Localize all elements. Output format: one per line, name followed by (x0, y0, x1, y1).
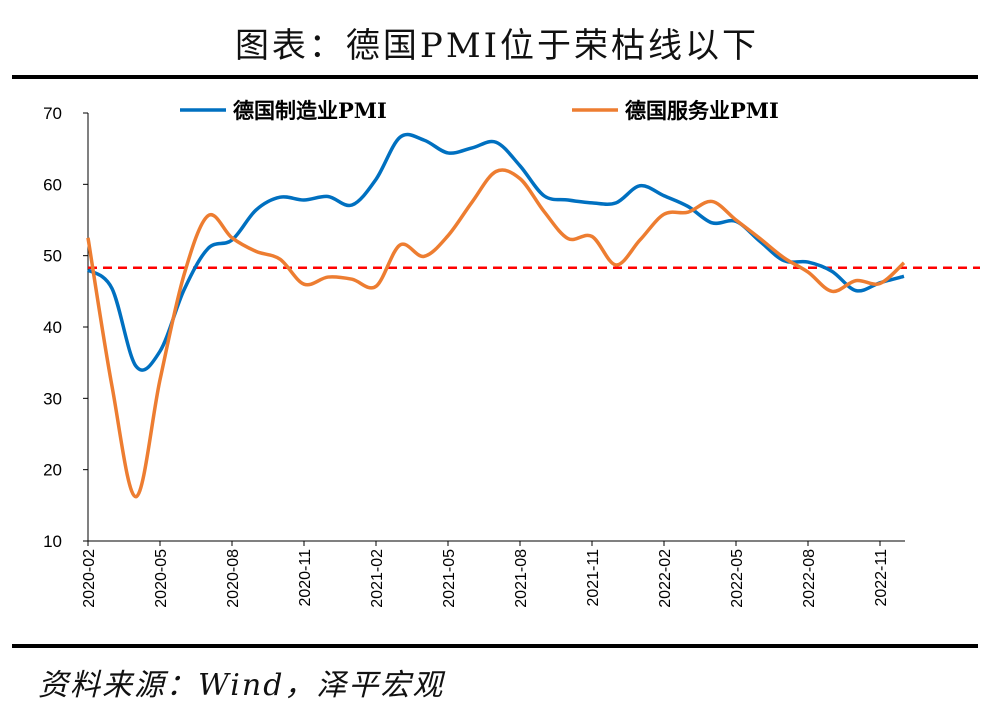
x-tick-label: 2021-11 (585, 549, 602, 607)
x-tick-label: 2020-02 (81, 549, 98, 608)
series-line-services (86, 168, 906, 499)
x-tick-label: 2022-08 (801, 549, 818, 608)
x-tick-label: 2022-05 (729, 549, 746, 608)
top-rule (12, 75, 978, 79)
chart-title: 图表：德国PMI位于荣枯线以下 (234, 26, 760, 66)
y-tick-label: 30 (43, 389, 62, 408)
x-tick-label: 2021-02 (369, 549, 386, 608)
y-tick-label: 70 (43, 104, 62, 123)
x-tick-label: 2020-11 (297, 549, 314, 607)
legend-label: 德国制造业PMI (233, 98, 387, 123)
series-line-manufacturing (86, 132, 905, 372)
source-note: 资料来源：Wind，泽平宏观 (38, 668, 445, 703)
x-tick-label: 2022-11 (873, 549, 890, 607)
x-tick-label: 2022-02 (657, 549, 674, 608)
x-tick-label: 2021-08 (513, 549, 530, 608)
y-tick-label: 50 (43, 247, 62, 266)
legend-label: 德国服务业PMI (625, 98, 779, 123)
y-tick-label: 10 (43, 532, 62, 551)
x-tick-label: 2021-05 (441, 549, 458, 608)
y-tick-label: 40 (43, 318, 62, 337)
bottom-rule (12, 644, 978, 648)
x-tick-label: 2020-08 (225, 549, 242, 608)
x-tick-label: 2020-05 (153, 549, 170, 608)
y-tick-label: 20 (43, 461, 62, 480)
y-tick-label: 60 (43, 175, 62, 194)
